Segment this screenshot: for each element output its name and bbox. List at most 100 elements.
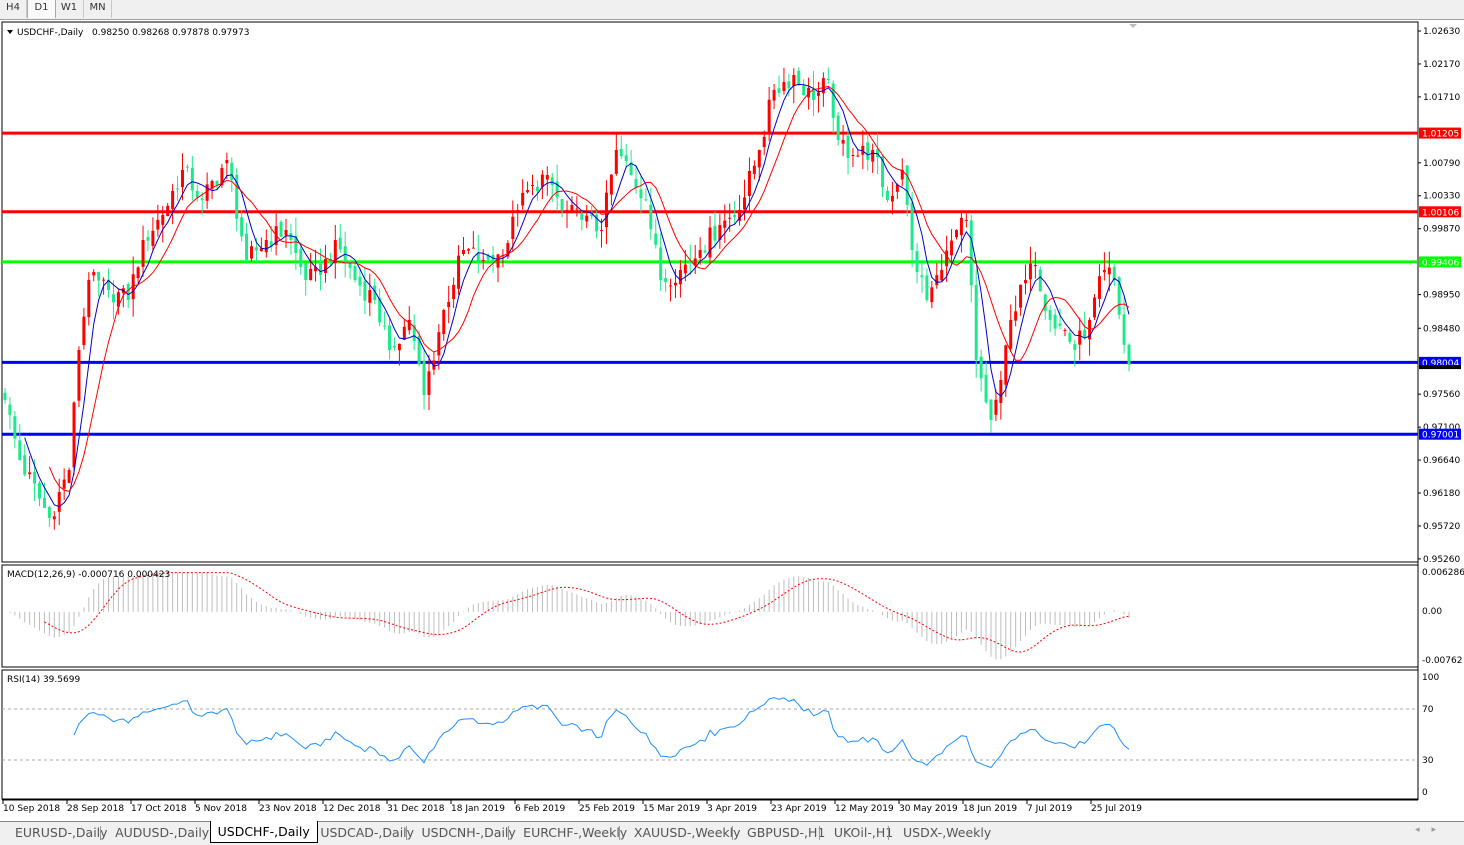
shift-marker-icon[interactable]	[1129, 24, 1137, 28]
level-price-label: 0.97001	[1422, 431, 1459, 441]
candle-body	[664, 278, 668, 283]
candle-body	[304, 263, 308, 280]
price-tick-label: 0.97100	[1423, 423, 1460, 433]
tab-ukoil-h1[interactable]: UKOil-,H1	[833, 825, 894, 840]
candle-body	[920, 275, 924, 278]
date-tick-label: 12 May 2019	[835, 804, 894, 814]
candle-body	[417, 335, 421, 365]
candle-body	[353, 266, 357, 280]
candle-body	[812, 88, 816, 100]
tab-scroll-arrows-icon[interactable]: ◂▸	[1414, 825, 1448, 835]
candle-body	[87, 279, 91, 318]
candle-body	[373, 285, 377, 300]
candle-body	[718, 224, 722, 240]
price-tick-label: 0.95260	[1423, 555, 1460, 565]
price-tick-label: 1.00790	[1423, 159, 1460, 169]
candle-body	[506, 243, 510, 257]
price-tick-label: 0.96640	[1423, 456, 1460, 466]
tab-usdx-weekly[interactable]: USDX-,Weekly	[903, 825, 992, 840]
tab-eurchf-weekly[interactable]: EURCHF-,Weekly	[523, 825, 628, 840]
tab-separator	[100, 826, 102, 840]
candle-body	[13, 416, 17, 439]
tab-usdchf-daily[interactable]: USDCHF-,Daily	[209, 821, 318, 843]
timeframe-h4[interactable]: H4	[0, 0, 27, 18]
collapse-triangle-icon[interactable]	[7, 30, 13, 34]
candle-body	[1009, 319, 1013, 349]
candle-body	[570, 205, 574, 211]
date-tick-label: 28 Sep 2018	[67, 804, 124, 814]
current-price-tag	[1419, 365, 1461, 370]
tab-eurusd-daily[interactable]: EURUSD-,Daily	[15, 825, 108, 840]
price-chart[interactable]: 1.02630 1.02170 1.01710 1.00790 1.00330 0.998…	[0, 20, 1464, 821]
candle-body	[900, 169, 904, 180]
level-price-label: 1.01205	[1422, 130, 1459, 140]
candle-body	[264, 240, 268, 253]
candle-body	[23, 455, 27, 475]
timeframe-mn[interactable]: MN	[84, 0, 112, 18]
candle-body	[210, 180, 214, 189]
candle-body	[8, 404, 12, 415]
tab-usdcnh-daily[interactable]: USDCNH-,Daily	[421, 825, 516, 840]
candle-body	[851, 154, 855, 156]
candle-body	[752, 165, 756, 175]
rsi-line	[73, 697, 1130, 769]
tab-xauusd-weekly[interactable]: XAUUSD-,Weekly	[633, 825, 741, 840]
date-tick-label: 30 May 2019	[899, 804, 958, 814]
candle-body	[254, 247, 258, 251]
candle-body	[457, 255, 461, 289]
candle-body	[989, 399, 993, 421]
tab-audusd-daily[interactable]: AUDUSD-,Daily	[115, 825, 210, 840]
candle-body	[535, 186, 539, 191]
candle-body	[881, 156, 885, 188]
candle-body	[77, 349, 81, 401]
candle-body	[521, 192, 525, 206]
tab-usdcad-daily[interactable]: USDCAD-,Daily	[320, 825, 415, 840]
date-tick-label: 15 Mar 2019	[643, 804, 700, 814]
macd-signal-line	[44, 572, 1130, 653]
date-axis: 10 Sep 2018 28 Sep 2018 17 Oct 2018 5 Nov 2…	[2, 800, 1142, 814]
tab-gbpusd-h1[interactable]: GBPUSD-,H1	[747, 825, 826, 840]
candle-body	[624, 155, 628, 162]
candle-body	[821, 78, 825, 94]
candle-body	[959, 217, 963, 236]
timeframe-d1[interactable]: D1	[27, 0, 56, 18]
timeframe-w1[interactable]: W1	[55, 0, 84, 18]
candle-body	[757, 149, 761, 168]
candle-body	[683, 264, 687, 274]
candle-body	[141, 240, 145, 267]
candle-body	[1058, 323, 1062, 326]
candle-body	[442, 309, 446, 335]
candle-body	[1024, 279, 1028, 284]
price-tick-label: 1.00330	[1423, 192, 1460, 202]
candle-body	[215, 180, 219, 186]
candle-body	[136, 267, 140, 279]
candle-body	[378, 298, 382, 323]
candle-body	[1028, 263, 1032, 280]
date-tick-label: 18 Jun 2019	[963, 804, 1017, 814]
candle-body	[437, 332, 441, 356]
candle-body	[97, 272, 101, 281]
level-labels: 1.01205 1.00106 0.99406 0.98004 0.97001	[1419, 127, 1461, 441]
candle-body	[72, 402, 76, 468]
candle-body	[575, 208, 579, 210]
date-tick-label: 5 Nov 2018	[195, 804, 247, 814]
candle-body	[466, 248, 470, 251]
candle-body	[38, 482, 42, 499]
candle-body	[792, 74, 796, 86]
candle-body	[481, 260, 485, 262]
candle-body	[407, 319, 411, 331]
price-tick-label: 1.02630	[1423, 27, 1460, 37]
candle-body	[816, 92, 820, 96]
candle-body	[545, 174, 549, 180]
candle-body	[205, 184, 209, 201]
candle-body	[126, 284, 130, 300]
macd-label: MACD(12,26,9) -0.000716 0.000423	[7, 570, 170, 580]
candle-body	[1127, 344, 1131, 365]
level-price-label: 1.00106	[1422, 208, 1459, 218]
candle-body	[220, 168, 224, 186]
candle-body	[629, 162, 633, 175]
candle-body	[309, 268, 313, 281]
candle-body	[235, 174, 239, 219]
candle-body	[831, 83, 835, 118]
candle-body	[383, 325, 387, 327]
